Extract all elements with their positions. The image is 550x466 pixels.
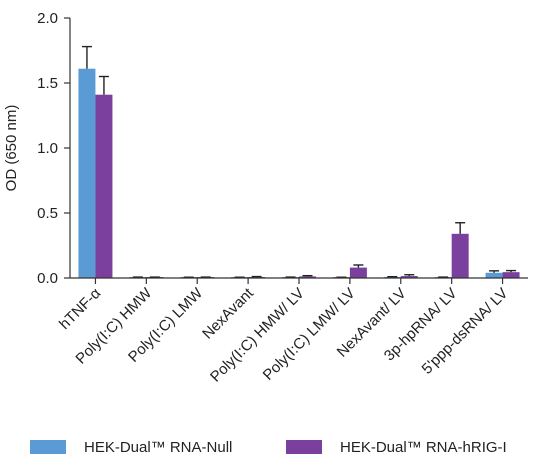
- y-axis: 0.0 0.5 1.0 1.5 2.0: [37, 10, 71, 287]
- x-tick-label: Poly(I:C) HMW/ LV: [207, 285, 308, 386]
- legend-swatch-rigi: [286, 440, 322, 454]
- bar-rigi: [95, 94, 113, 278]
- x-tick-label: Poly(I:C) LMW/ LV: [260, 285, 359, 384]
- y-axis-title: OD (650 nm): [3, 105, 20, 192]
- legend-label-rigi: HEK-Dual™ RNA-hRIG-I: [340, 438, 507, 456]
- bar-null: [78, 68, 96, 278]
- bar-rigi: [502, 272, 520, 278]
- y-tick-label: 2.0: [37, 10, 58, 27]
- legend-swatch-null: [30, 440, 66, 454]
- bar-group: [78, 45, 520, 278]
- legend-item-null: HEK-Dual™ RNA-Null: [30, 436, 232, 458]
- y-tick-label: 1.0: [37, 140, 58, 157]
- x-tick-label: 5'ppp-dsRNA/ LV: [419, 285, 512, 378]
- bar-rigi: [299, 276, 316, 278]
- y-tick-label: 0.0: [37, 270, 58, 287]
- bar-rigi: [349, 267, 367, 278]
- x-tick-label: hTNF-α: [56, 285, 104, 333]
- y-tick-label: 0.5: [37, 205, 58, 222]
- bar-null: [485, 272, 503, 278]
- legend-label-null: HEK-Dual™ RNA-Null: [84, 438, 233, 456]
- bar-rigi: [451, 233, 469, 278]
- y-tick-label: 1.5: [37, 75, 58, 92]
- legend: HEK-Dual™ RNA-Null HEK-Dual™ RNA-hRIG-I: [30, 436, 540, 458]
- legend-item-rigi: HEK-Dual™ RNA-hRIG-I: [286, 436, 507, 458]
- bar-rigi: [400, 276, 418, 278]
